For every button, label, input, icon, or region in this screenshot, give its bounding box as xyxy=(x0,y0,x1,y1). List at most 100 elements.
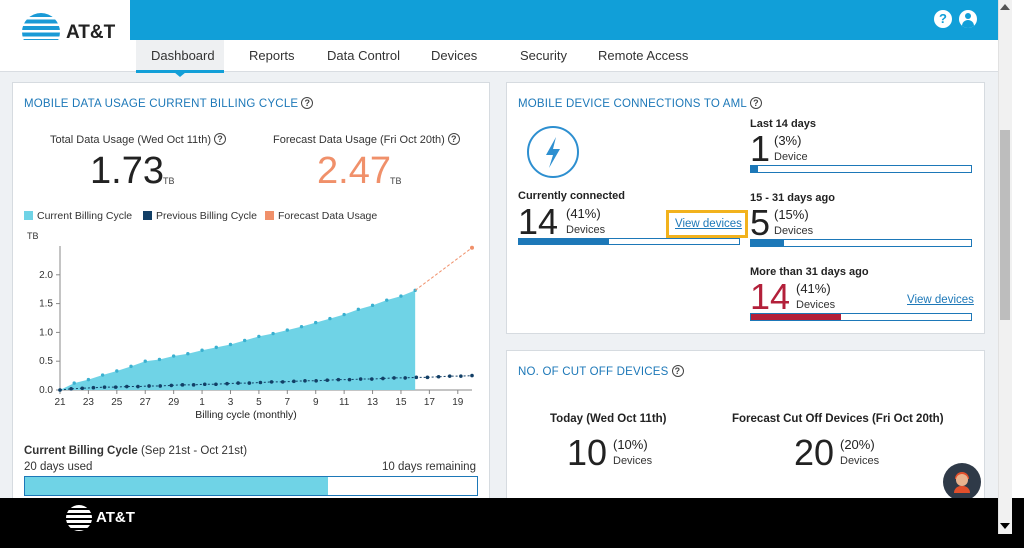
previous-cycle-point xyxy=(392,376,396,380)
tab-caret-icon xyxy=(174,72,186,77)
group-15-31-label: 15 - 31 days ago xyxy=(750,192,835,204)
previous-cycle-point xyxy=(214,382,218,387)
x-tick-label: 9 xyxy=(313,397,319,408)
usage-chart: TB0.00.51.01.52.021 23 25 27 29 1 3 5 7 9 11 13 15 17… xyxy=(27,231,474,421)
days-remaining: 10 days remaining xyxy=(382,461,476,473)
x-tick-label: 29 xyxy=(168,397,180,408)
x-tick-label: 13 xyxy=(367,397,379,408)
chat-assistant-button[interactable] xyxy=(943,463,981,500)
forecast-usage-value: 2.47 xyxy=(317,150,391,192)
previous-cycle-point xyxy=(69,387,73,391)
scroll-up-arrow-icon[interactable] xyxy=(1000,4,1010,10)
usage-info-icon[interactable]: ? xyxy=(301,97,314,109)
group-31plus-sub: Devices xyxy=(796,299,836,311)
legend-previous-swatch xyxy=(143,211,152,220)
current-connected-bar xyxy=(518,238,740,245)
current-cycle-point xyxy=(399,294,403,298)
cutoff-forecast-count: 20 xyxy=(794,432,835,473)
x-tick-label: 11 xyxy=(339,397,350,408)
total-usage-label: Total Data Usage (Wed Oct 11th)? xyxy=(50,133,226,146)
current-cycle-point xyxy=(285,328,290,332)
y-tick-label: 1.0 xyxy=(39,327,53,338)
forecast-usage-info-icon[interactable]: ? xyxy=(447,133,460,145)
current-cycle-point xyxy=(200,348,204,352)
help-icon[interactable]: ? xyxy=(934,10,952,28)
group-31plus-count: 14 xyxy=(750,276,791,317)
scroll-down-arrow-icon[interactable] xyxy=(1000,523,1010,529)
usage-panel-title: MOBILE DATA USAGE CURRENT BILLING CYCLE? xyxy=(24,97,314,110)
cutoff-today-count: 10 xyxy=(567,432,608,473)
cutoff-panel-title: NO. OF CUT OFF DEVICES? xyxy=(518,365,684,378)
y-tick-label: 0.5 xyxy=(39,356,53,367)
x-tick-label: 15 xyxy=(395,397,407,408)
previous-cycle-point xyxy=(447,374,452,378)
legend-previous[interactable]: Previous Billing Cycle xyxy=(143,210,257,222)
previous-cycle-point xyxy=(147,384,151,388)
chat-avatar-shirt xyxy=(954,486,970,493)
current-connected-pct: (41%) xyxy=(566,206,601,221)
previous-cycle-point xyxy=(191,383,196,387)
cycle-progress-fill xyxy=(25,477,328,495)
legend-forecast-swatch xyxy=(265,211,274,220)
top-bar xyxy=(0,0,998,40)
current-cycle-point xyxy=(271,331,275,336)
previous-cycle-point xyxy=(236,381,240,385)
legend-current[interactable]: Current Billing Cycle xyxy=(24,210,132,222)
cutoff-info-icon[interactable]: ? xyxy=(671,365,684,377)
forecast-usage-label: Forecast Data Usage (Fri Oct 20th)? xyxy=(273,133,460,146)
forecast-end-point xyxy=(470,245,474,250)
connections-info-icon[interactable]: ? xyxy=(750,97,762,109)
previous-cycle-point xyxy=(180,383,185,387)
current-cycle-point xyxy=(214,345,218,350)
previous-cycle-point xyxy=(459,374,463,378)
tab-security[interactable]: Security xyxy=(520,48,567,63)
legend-forecast[interactable]: Forecast Data Usage xyxy=(265,210,377,222)
previous-cycle-point xyxy=(125,384,129,389)
scrollbar-thumb[interactable] xyxy=(1000,130,1010,320)
connections-panel xyxy=(506,82,985,334)
cutoff-forecast-pct: (20%) xyxy=(840,437,875,452)
brand-name[interactable]: AT&T xyxy=(66,22,116,43)
cutoff-today-label: Today (Wed Oct 11th) xyxy=(550,413,667,425)
previous-cycle-point xyxy=(258,380,263,385)
x-tick-label: 27 xyxy=(140,397,152,408)
current-cycle-point xyxy=(370,303,375,308)
view-devices-link[interactable]: View devices xyxy=(675,218,742,230)
group-15-31-sub: Devices xyxy=(774,225,814,237)
total-usage-info-icon[interactable]: ? xyxy=(214,133,226,145)
previous-cycle-point xyxy=(102,385,107,389)
previous-cycle-point xyxy=(280,380,285,384)
group-15-31-count: 5 xyxy=(750,202,771,243)
x-tick-label: 3 xyxy=(228,397,234,408)
tab-dashboard[interactable]: Dashboard xyxy=(151,48,215,63)
current-cycle-point xyxy=(72,381,76,385)
group-31plus-fill xyxy=(751,314,842,320)
current-connected-fill xyxy=(519,239,610,244)
tab-devices[interactable]: Devices xyxy=(431,48,478,63)
forecast-usage-unit: TB xyxy=(390,176,402,186)
current-cycle-point xyxy=(115,369,119,373)
y-tick-label: 1.5 xyxy=(39,299,53,310)
group-15-31-pct: (15%) xyxy=(774,207,809,222)
current-cycle-point xyxy=(328,316,332,321)
current-cycle-point xyxy=(157,357,162,362)
lightning-bolt-icon xyxy=(527,126,579,178)
current-cycle-point xyxy=(385,298,389,302)
tab-remote-access[interactable]: Remote Access xyxy=(598,48,689,63)
view-devices-31plus-link[interactable]: View devices xyxy=(907,294,974,306)
previous-cycle-point xyxy=(158,384,163,388)
current-cycle-point xyxy=(100,373,105,377)
chat-avatar-face xyxy=(956,474,968,486)
current-cycle-point xyxy=(242,338,247,343)
user-account-icon[interactable] xyxy=(959,10,977,28)
tab-data-control[interactable]: Data Control xyxy=(327,48,400,63)
previous-cycle-point xyxy=(336,377,341,382)
previous-cycle-point xyxy=(414,375,419,380)
usage-panel xyxy=(12,82,490,500)
previous-cycle-point xyxy=(58,388,62,392)
app-window: AT&T ? Dashboard Reports Data Control De… xyxy=(0,0,998,500)
tab-reports[interactable]: Reports xyxy=(249,48,295,63)
x-tick-label: 19 xyxy=(452,397,464,408)
previous-cycle-point xyxy=(403,376,407,380)
previous-cycle-point xyxy=(347,377,352,382)
